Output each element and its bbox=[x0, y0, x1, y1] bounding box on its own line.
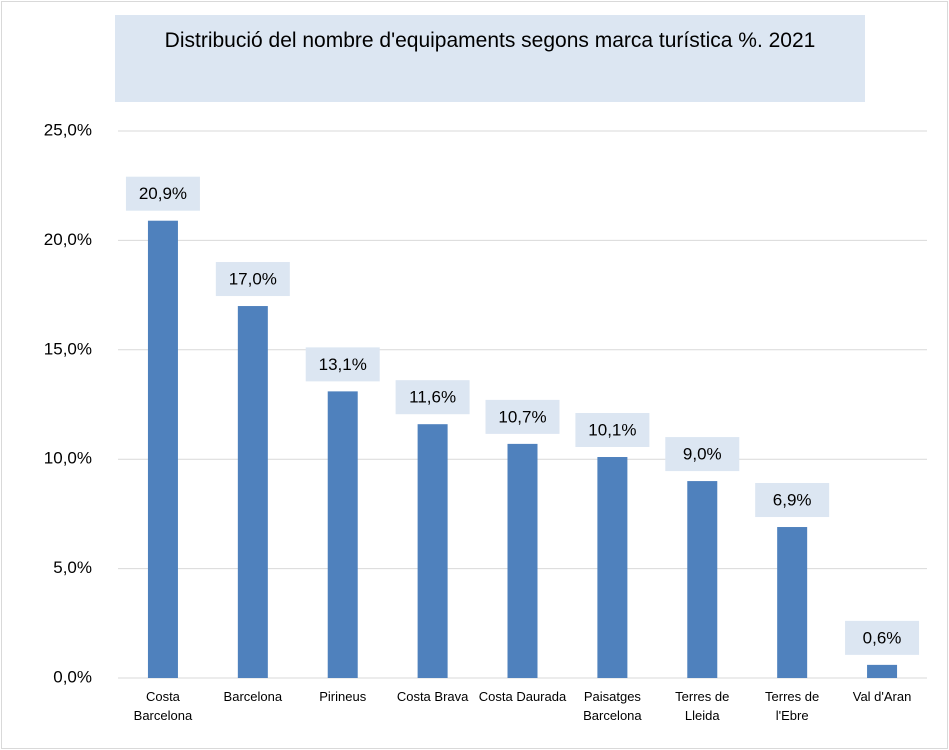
bar bbox=[147, 220, 178, 678]
data-label: 0,6% bbox=[863, 628, 902, 647]
x-tick-label: Costa Brava bbox=[396, 689, 469, 704]
y-tick-label: 25,0% bbox=[44, 120, 92, 139]
data-label: 10,1% bbox=[588, 420, 636, 439]
chart-title: Distribució del nombre d'equipaments seg… bbox=[115, 15, 865, 102]
data-label: 6,9% bbox=[773, 491, 812, 510]
data-label: 11,6% bbox=[409, 388, 456, 407]
data-label: 17,0% bbox=[229, 270, 277, 289]
x-tick-label: Costa Barcelona bbox=[133, 689, 193, 723]
data-label: 20,9% bbox=[139, 184, 187, 203]
data-label: 13,1% bbox=[319, 355, 367, 374]
data-label-box bbox=[665, 437, 740, 472]
data-label-box bbox=[215, 262, 290, 297]
data-label-box bbox=[575, 413, 650, 448]
y-tick-label: 0,0% bbox=[53, 667, 92, 686]
bar bbox=[417, 424, 448, 678]
data-label-box bbox=[395, 380, 470, 415]
bar bbox=[867, 664, 898, 678]
bar bbox=[777, 527, 808, 678]
bar bbox=[597, 457, 628, 678]
y-tick-label: 5,0% bbox=[53, 558, 92, 577]
x-tick-label: Barcelona bbox=[223, 689, 283, 704]
bar bbox=[327, 391, 358, 678]
x-tick-label: Costa Daurada bbox=[478, 689, 567, 704]
data-label-box bbox=[845, 620, 920, 655]
data-label: 9,0% bbox=[683, 445, 722, 464]
x-tick-label: Terres de Lleida bbox=[675, 689, 730, 723]
data-label-box bbox=[485, 399, 560, 434]
bar bbox=[237, 306, 268, 678]
data-label: 10,7% bbox=[498, 407, 546, 426]
y-tick-label: 20,0% bbox=[44, 230, 92, 249]
bar bbox=[687, 481, 718, 678]
y-tick-label: 15,0% bbox=[44, 339, 92, 358]
y-tick-label: 10,0% bbox=[44, 449, 92, 468]
data-label-box bbox=[305, 347, 380, 382]
x-tick-label: Pirineus bbox=[319, 689, 367, 704]
data-label-box bbox=[755, 483, 830, 518]
bar bbox=[507, 443, 538, 678]
x-tick-label: Terres de l'Ebre bbox=[765, 689, 820, 723]
x-tick-label: Val d'Aran bbox=[852, 689, 912, 704]
x-tick-label: Paisatges Barcelona bbox=[583, 689, 642, 723]
data-label-box bbox=[125, 176, 200, 211]
